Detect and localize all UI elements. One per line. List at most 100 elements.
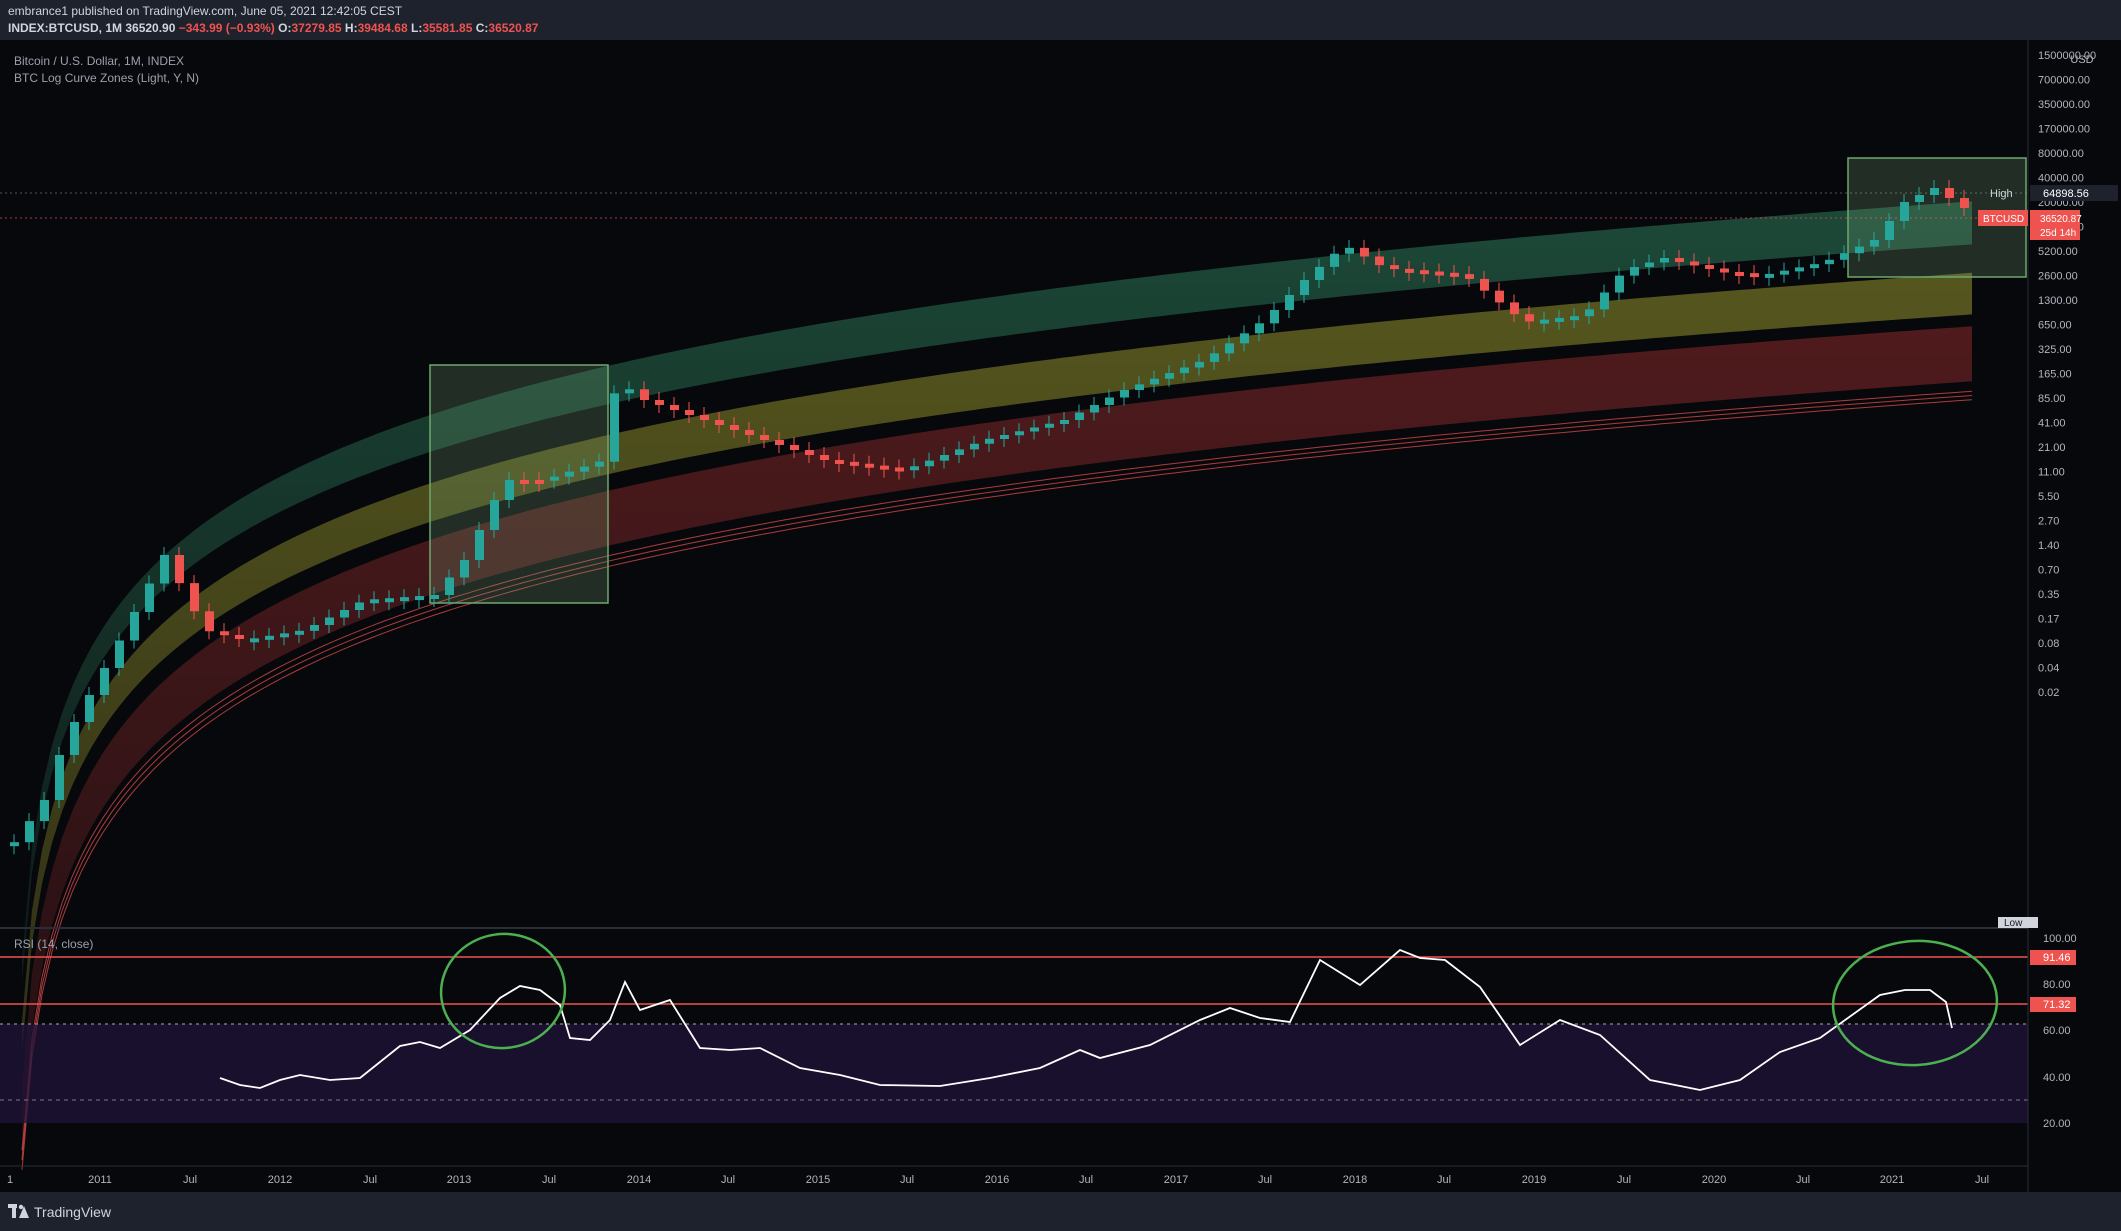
candle-body [445,577,454,595]
price-tick-label: 165.00 [2038,369,2072,381]
candle-body [1915,195,1924,202]
candle-body [1510,302,1519,315]
time-tick-labels: 1 2011 Jul 2012 Jul 2013 Jul 2014 Jul 2015 Jul 2016… [7,1174,1989,1186]
candle-body [1495,290,1504,303]
candle-body [910,466,919,471]
price-tick-label: 85.00 [2038,393,2066,405]
zone-floor-line [21,395,1973,1161]
price-tick-label: 350000.00 [2038,99,2090,111]
candle-body [250,638,259,643]
candle-body [1000,435,1009,439]
candle-body [475,530,484,560]
high-value: 39484.68 [357,21,408,35]
candle-body [1600,292,1609,310]
candle-body [1225,343,1234,354]
zone-green [22,201,1972,982]
symbol-info: INDEX:BTCUSD, 1M 36520.90 [8,21,176,35]
candle-body [1015,431,1024,436]
last-price-box [2030,210,2080,240]
price-tick-label: 0.35 [2038,589,2059,601]
price-tick-label: 41.00 [2038,418,2066,430]
zone-floor-line [21,399,1973,1170]
candle-body [1630,267,1639,276]
candle-body [190,583,199,612]
rsi-legend[interactable]: RSI (14, close) [14,937,94,951]
candle-body [340,610,349,618]
time-tick-label: Jul [900,1174,914,1186]
candle-body [25,821,34,843]
price-tick-label: 650.00 [2038,320,2072,332]
candle-body [1825,259,1834,265]
time-tick-label: 2014 [627,1174,651,1186]
indicator-legend[interactable]: BTC Log Curve Zones (Light, Y, N) [14,71,199,85]
close-label: C: [475,21,489,35]
candle-body [1615,275,1624,293]
candle-body [1255,323,1264,334]
annotation-circle-2013[interactable] [434,926,573,1056]
time-axis[interactable]: 1 2011 Jul 2012 Jul 2013 Jul 2014 Jul 2015 Jul 2016… [0,1165,2028,1186]
candle-body [1810,264,1819,269]
price-tick-label: 170000.00 [2038,124,2090,136]
candle-body [850,461,859,466]
price-tick-label: 1500000.00 [2038,50,2096,62]
tradingview-logo-icon[interactable] [8,1202,30,1220]
time-tick-label: Jul [1975,1174,1989,1186]
candle-body [925,460,934,467]
candle-body [1540,319,1549,324]
price-tick-label: 1300.00 [2038,295,2078,307]
rsi-marker-91: 91.46 [2043,952,2071,964]
chart-canvas[interactable]: USD 1500000.00 700000.00 350000.00 170000.0… [0,40,2121,1192]
candle-body [145,583,154,612]
candle-body [205,611,214,632]
candle-body [580,466,589,472]
candle-body [295,630,304,635]
zone-yellow [22,272,1972,1052]
candle-body [1390,265,1399,270]
price-tick-label: 1.40 [2038,540,2059,552]
chart-area[interactable]: USD 1500000.00 700000.00 350000.00 170000.0… [0,40,2121,1192]
countdown-value: 25d 14h [2040,228,2076,239]
candle-body [1165,373,1174,379]
candle-body [1090,405,1099,413]
rsi-pane[interactable] [0,926,2028,1123]
time-tick-label: Jul [183,1174,197,1186]
candle-body [655,400,664,405]
candle-body [1675,258,1684,262]
candle-body [1870,240,1879,247]
price-tick-label: 0.02 [2038,687,2059,699]
candle-body [640,389,649,400]
candle-body [1525,314,1534,322]
candle-body [1270,310,1279,324]
time-tick-label: 2012 [268,1174,292,1186]
low-marker: Low [1998,917,2038,929]
price-tick-label: 0.70 [2038,565,2059,577]
annotation-circle-2021[interactable] [1829,935,2001,1070]
candle-body [355,602,364,610]
zone-red [22,326,1972,1141]
candle-body [565,471,574,477]
candle-body [1720,268,1729,273]
candle-body [670,405,679,410]
candle-body [760,435,769,440]
price-tick-label: 0.04 [2038,663,2059,675]
candle-body [1315,266,1324,280]
candle-body [865,463,874,468]
rsi-tick-label: 40.00 [2043,1072,2071,1084]
price-tick-label: 21.00 [2038,442,2066,454]
price-tick-label: 5200.00 [2038,246,2078,258]
candle-body [535,480,544,484]
rsi-marker-71-box [2030,997,2076,1012]
tradingview-brand[interactable]: TradingView [34,1204,112,1220]
candle-body [70,722,79,755]
candle-body [1660,258,1669,263]
candle-body [1060,420,1069,424]
time-tick-label: 2017 [1164,1174,1188,1186]
highlight-box-2013[interactable] [429,364,609,604]
candle-body [1435,271,1444,276]
price-axis[interactable]: USD 1500000.00 700000.00 350000.00 170000.0… [1978,40,2121,1192]
time-tick-label: Jul [1079,1174,1093,1186]
candle-body [595,461,604,467]
candle-body [820,455,829,460]
candle-body [970,443,979,450]
candle-body [685,410,694,415]
